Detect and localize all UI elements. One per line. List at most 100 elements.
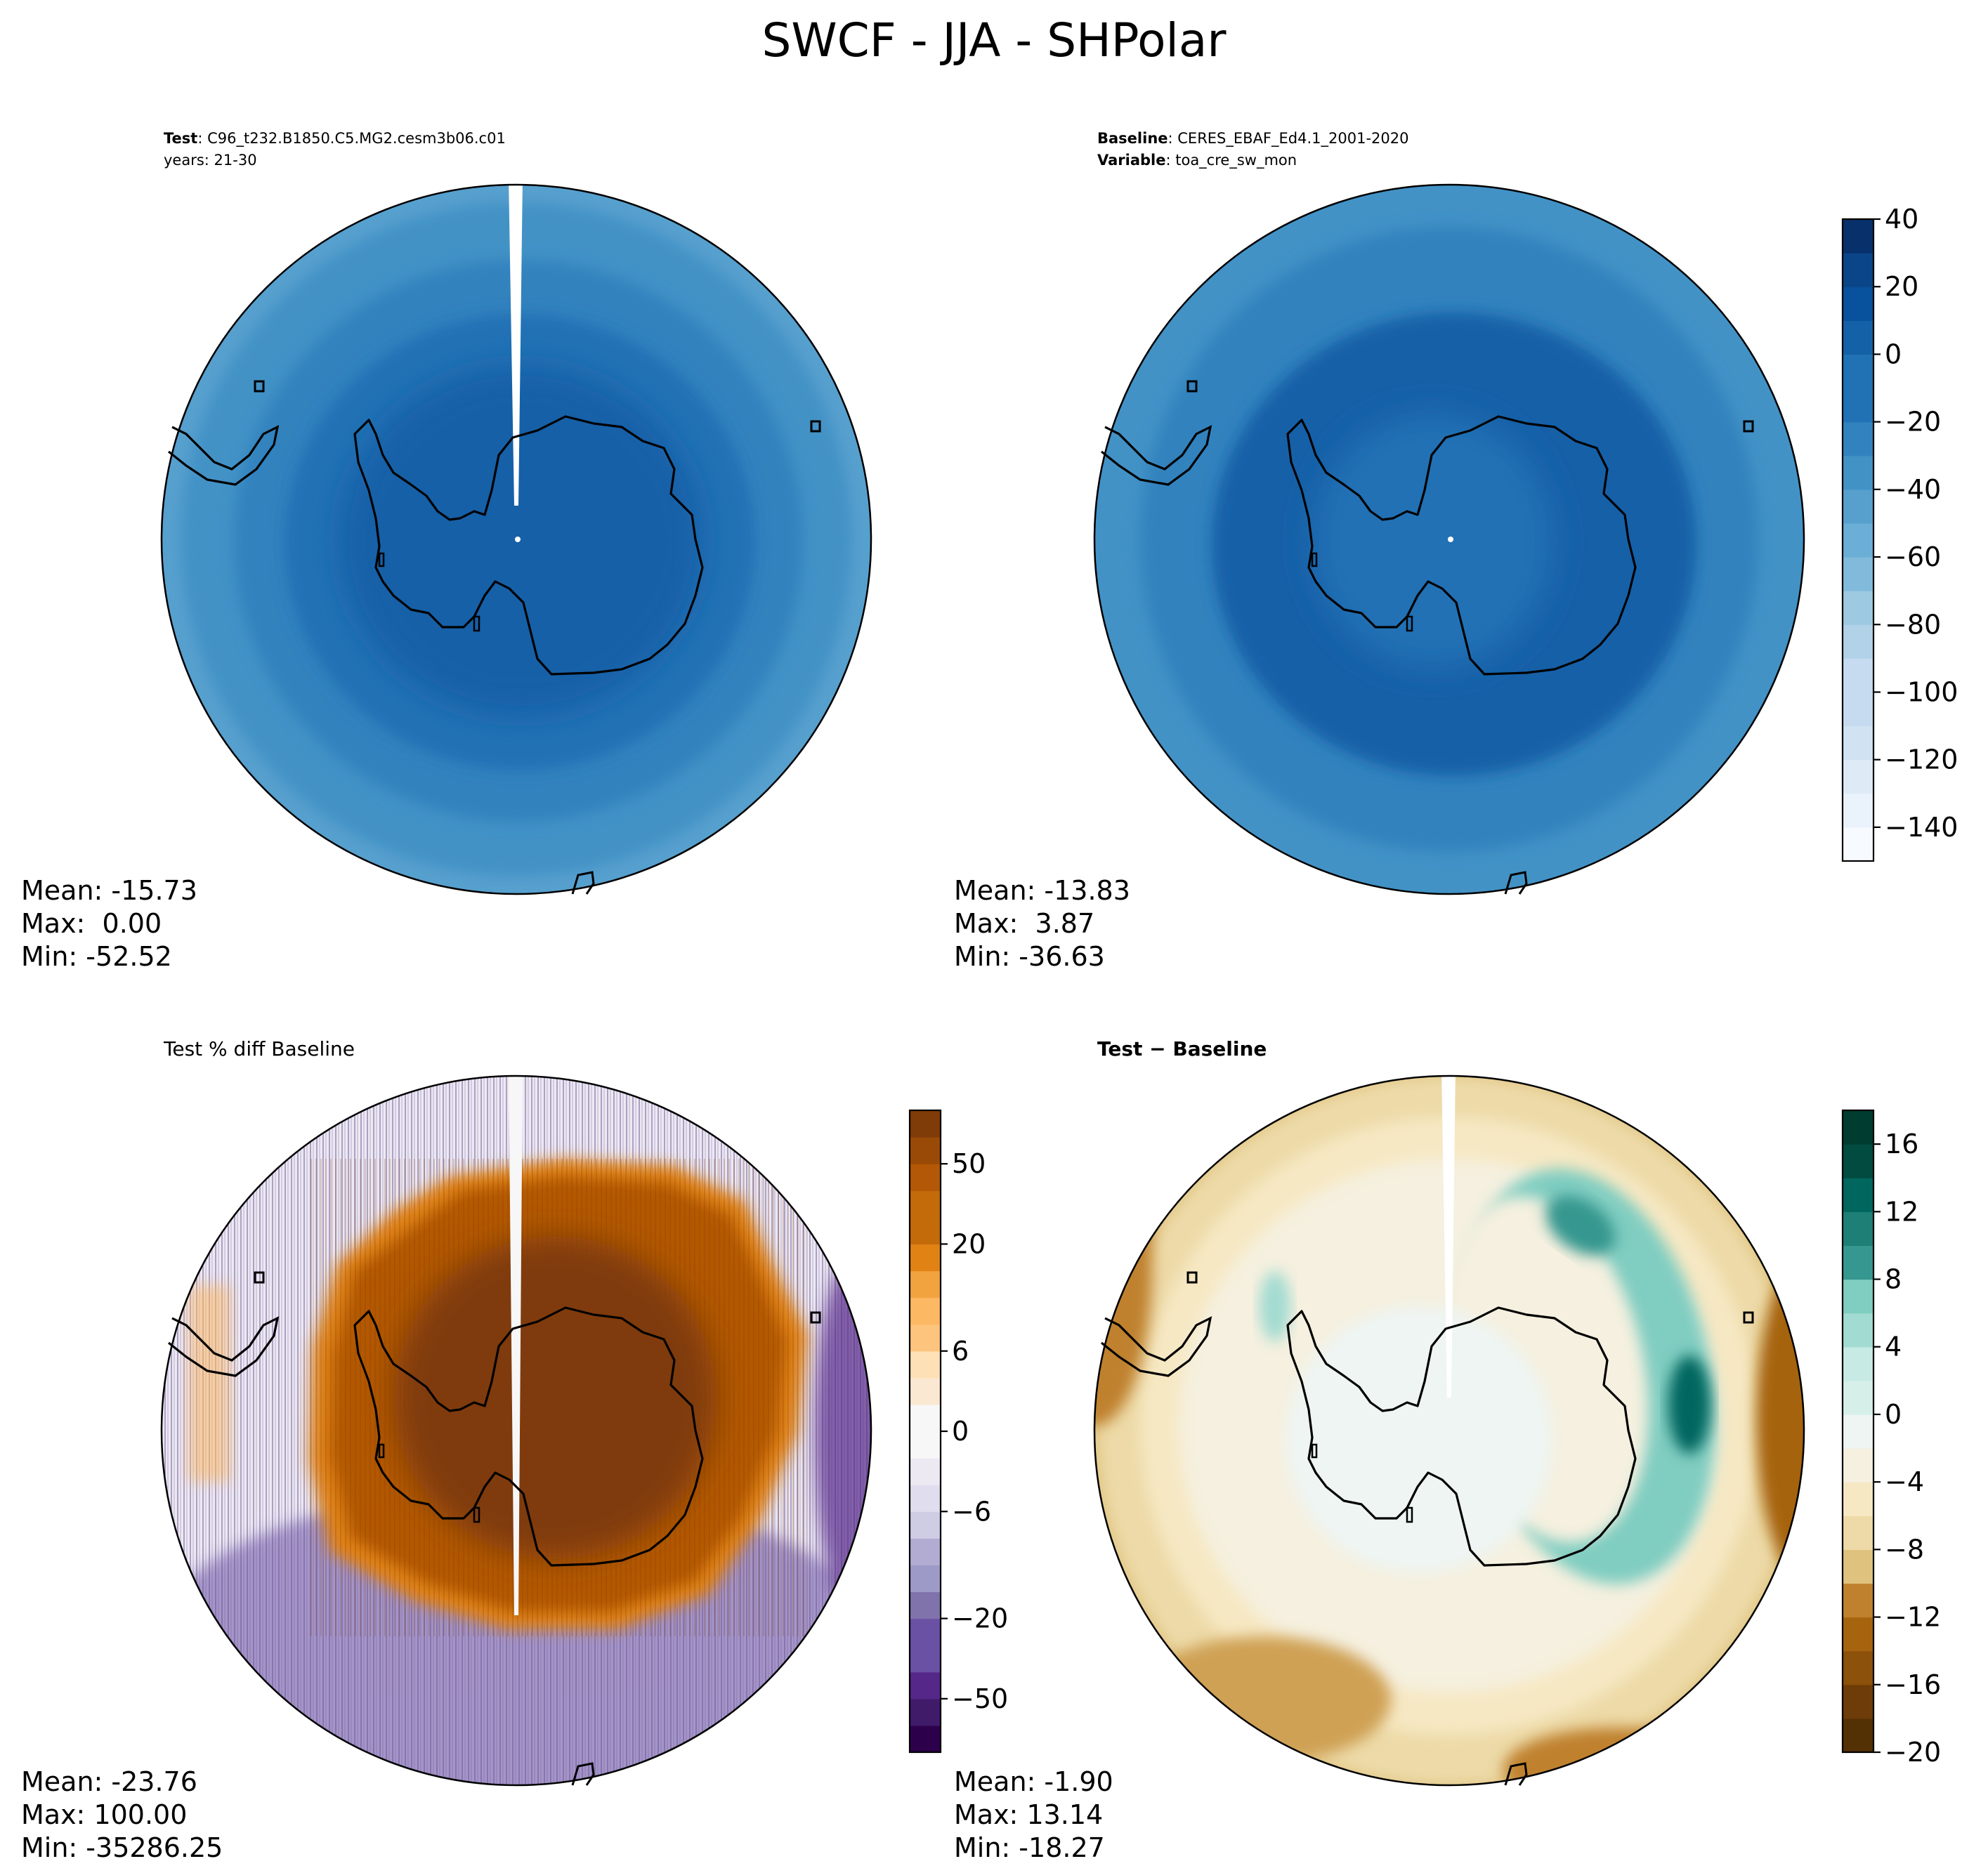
colorbar-segment xyxy=(1843,1718,1873,1753)
pctdiff-stat-min: Min: -35286.25 xyxy=(21,1832,223,1863)
colorbar-tick-label: 20 xyxy=(1885,271,1918,302)
panel-test-title-1: Test: C96_t232.B1850.C5.MG2.cesm3b06.c01 xyxy=(164,130,506,147)
colorbar-segment xyxy=(1843,1414,1873,1449)
panel-test: Test: C96_t232.B1850.C5.MG2.cesm3b06.c01… xyxy=(21,130,872,972)
antarctica-coastline xyxy=(1286,415,1637,676)
baseline-stat-min: Min: -36.63 xyxy=(954,941,1105,972)
diff-map-frame xyxy=(1093,1074,1805,1787)
ice-shelf-island-outline xyxy=(1406,1506,1413,1523)
colorbar-tick-label: −40 xyxy=(1885,474,1941,505)
colorbar-tick-label: 12 xyxy=(1885,1196,1918,1227)
colorbar-segment xyxy=(1843,320,1873,355)
test-stat-max: Max: 0.00 xyxy=(21,908,162,939)
colorbar-segment xyxy=(1843,1211,1873,1247)
diff-stat-mean: Mean: -1.90 xyxy=(954,1766,1113,1797)
falklands-outline xyxy=(254,1271,265,1284)
colorbar-segment xyxy=(1843,557,1873,591)
colorbar-segment xyxy=(1843,725,1873,761)
new-zealand-outline xyxy=(1504,1762,1528,1786)
colorbar-tick-label: −20 xyxy=(952,1603,1008,1634)
colorbar-segment xyxy=(910,1270,941,1299)
colorbar-blues: 40 20 0 −20 −40 −60 −80 −100 −120 −140 xyxy=(1841,204,1958,862)
panel-pctdiff-title: Test % diff Baseline xyxy=(163,1037,355,1060)
test-coastline xyxy=(168,380,821,895)
test-stat-min: Min: -52.52 xyxy=(21,941,172,972)
colorbar-segment xyxy=(910,1431,941,1459)
south-america-coastline xyxy=(168,425,280,486)
colorbar-segment xyxy=(910,1671,941,1700)
colorbar-segment xyxy=(910,1538,941,1566)
test-stat-mean: Mean: -15.73 xyxy=(21,875,197,906)
island-outline xyxy=(810,1311,821,1324)
colorbar-tick-label: −12 xyxy=(1885,1602,1941,1633)
colorbar-segment xyxy=(910,1297,941,1325)
pctdiff-stat-mean: Mean: -23.76 xyxy=(21,1766,197,1797)
panel-baseline: Baseline: CERES_EBAF_Ed4.1_2001-2020 Var… xyxy=(954,130,1805,972)
island-outline xyxy=(1743,1311,1754,1324)
colorbar-segment xyxy=(1843,1650,1873,1685)
new-zealand-outline xyxy=(571,1762,595,1786)
colorbar-tick-label: −4 xyxy=(1885,1466,1924,1497)
colorbar-tick-label: 6 xyxy=(952,1336,969,1367)
colorbar-segment xyxy=(1843,1583,1873,1618)
colorbar-segment xyxy=(1843,354,1873,389)
pctdiff-map-field xyxy=(162,1076,871,1785)
colorbar-tick-label: 20 xyxy=(952,1228,986,1259)
antarctica-coastline xyxy=(353,1306,704,1567)
ice-shelf-island-outline-2 xyxy=(1311,552,1318,567)
colorbar-segment xyxy=(910,1511,941,1539)
colorbar-tick-label: −80 xyxy=(1885,609,1941,640)
island-outline xyxy=(1743,420,1754,433)
colorbar-segment xyxy=(910,1618,941,1646)
colorbar-tick-label: 50 xyxy=(952,1148,986,1179)
test-map-frame xyxy=(160,183,872,895)
colorbar-diff: −20 −16 −12 −8 −4 0 4 8 12 16 xyxy=(1841,1109,1941,1768)
colorbar-segment xyxy=(1843,1684,1873,1719)
new-zealand-outline xyxy=(1504,871,1528,895)
colorbar-segment xyxy=(1843,1380,1873,1415)
colorbar-segment xyxy=(1843,287,1873,321)
diff-map-field xyxy=(1094,1076,1804,1785)
panel-test-title-2: years: 21-30 xyxy=(164,152,257,169)
colorbar-tick-label: 0 xyxy=(1885,339,1902,369)
ice-shelf-island-outline-2 xyxy=(378,552,385,567)
island-outline xyxy=(810,420,821,433)
colorbar-tick-label: 40 xyxy=(1885,204,1918,235)
colorbar-segment xyxy=(1843,455,1873,490)
diff-stat-max: Max: 13.14 xyxy=(954,1799,1103,1830)
colorbar-segment xyxy=(1843,1144,1873,1178)
colorbar-segment xyxy=(1843,1617,1873,1652)
colorbar-segment xyxy=(1843,692,1873,727)
colorbar-segment xyxy=(910,1591,941,1619)
pctdiff-stat-max: Max: 100.00 xyxy=(21,1799,187,1830)
test-map-field xyxy=(162,185,871,894)
ice-shelf-island-outline-2 xyxy=(1311,1443,1318,1459)
panel-diff-title: Test − Baseline xyxy=(1097,1037,1267,1060)
colorbar-tick-label: 4 xyxy=(1885,1332,1902,1362)
baseline-map-field xyxy=(1094,185,1804,894)
diff-coastline xyxy=(1101,1271,1754,1786)
colorbar-tick-label: −50 xyxy=(952,1683,1008,1714)
colorbar-frame xyxy=(1841,1109,1875,1754)
colorbar-tick-label: 8 xyxy=(1885,1264,1902,1295)
colorbar-segment xyxy=(1843,658,1873,693)
ice-shelf-island-outline xyxy=(473,615,480,632)
colorbar-tick-label: −120 xyxy=(1885,744,1958,775)
colorbar-tick-label: −100 xyxy=(1885,676,1958,707)
colorbar-segment xyxy=(910,1645,941,1673)
colorbar-segment xyxy=(910,1725,941,1753)
ice-shelf-island-outline xyxy=(473,1506,480,1523)
south-america-coastline xyxy=(1101,425,1212,486)
colorbar-segment xyxy=(910,1458,941,1485)
colorbar-segment xyxy=(1843,523,1873,558)
colorbar-tick-label: 0 xyxy=(1885,1399,1902,1430)
colorbar-segment xyxy=(1843,1313,1873,1348)
colorbar-segment xyxy=(1843,827,1873,862)
colorbar-segment xyxy=(1843,624,1873,659)
colorbar-segment xyxy=(910,1377,941,1405)
colorbar-segment xyxy=(910,1698,941,1726)
new-zealand-outline xyxy=(571,871,595,895)
colorbar-segment xyxy=(1843,421,1873,456)
south-america-coastline xyxy=(1101,1316,1212,1377)
